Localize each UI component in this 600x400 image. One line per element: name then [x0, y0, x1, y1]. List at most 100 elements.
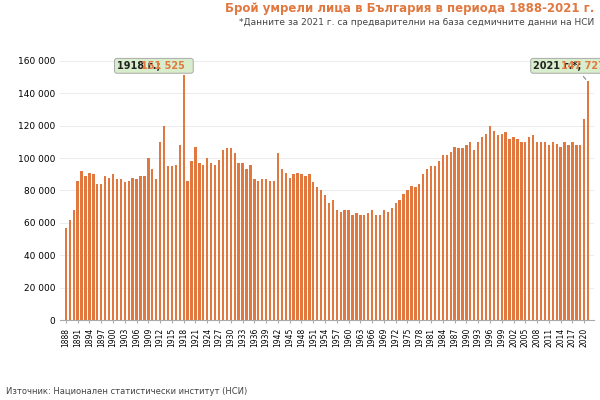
- Bar: [112, 174, 114, 320]
- Bar: [500, 134, 503, 320]
- Bar: [398, 200, 401, 320]
- Bar: [167, 166, 169, 320]
- Bar: [245, 170, 248, 320]
- Bar: [446, 155, 448, 320]
- Bar: [571, 142, 574, 320]
- Text: 151 525: 151 525: [141, 61, 185, 71]
- Bar: [461, 148, 464, 320]
- Bar: [96, 184, 98, 320]
- Bar: [422, 174, 424, 320]
- Bar: [536, 142, 538, 320]
- Bar: [65, 228, 67, 320]
- Text: *Данните за 2021 г. са предварителни на база седмичните данни на НСИ: *Данните за 2021 г. са предварителни на …: [239, 18, 594, 27]
- Bar: [296, 173, 299, 320]
- Bar: [454, 147, 456, 320]
- Bar: [512, 137, 515, 320]
- Bar: [301, 174, 302, 320]
- Bar: [406, 190, 409, 320]
- Bar: [497, 136, 499, 320]
- Bar: [359, 215, 362, 320]
- Bar: [328, 204, 330, 320]
- Bar: [457, 148, 460, 320]
- Bar: [76, 181, 79, 320]
- Bar: [563, 142, 566, 320]
- Bar: [508, 139, 511, 320]
- Bar: [73, 210, 75, 320]
- Bar: [143, 176, 146, 320]
- Bar: [214, 164, 216, 320]
- Bar: [128, 181, 130, 320]
- Bar: [375, 215, 377, 320]
- Bar: [257, 181, 259, 320]
- Bar: [265, 179, 268, 320]
- Bar: [241, 163, 244, 320]
- Bar: [316, 187, 319, 320]
- Bar: [190, 161, 193, 320]
- Bar: [438, 161, 440, 320]
- Bar: [391, 208, 393, 320]
- Bar: [139, 176, 142, 320]
- Bar: [477, 142, 479, 320]
- Bar: [418, 184, 421, 320]
- Bar: [583, 119, 586, 320]
- Bar: [469, 142, 472, 320]
- Bar: [194, 147, 197, 320]
- Bar: [206, 158, 208, 320]
- Bar: [485, 134, 487, 320]
- Bar: [155, 179, 157, 320]
- Bar: [505, 132, 507, 320]
- Bar: [249, 164, 251, 320]
- Bar: [198, 163, 200, 320]
- Bar: [465, 145, 467, 320]
- Bar: [289, 178, 291, 320]
- Bar: [442, 155, 444, 320]
- Bar: [516, 139, 518, 320]
- Bar: [131, 178, 134, 320]
- Bar: [347, 210, 350, 320]
- Bar: [269, 181, 271, 320]
- Bar: [80, 171, 83, 320]
- Text: 2021 г.*;: 2021 г.*;: [533, 61, 600, 71]
- Text: Източник: Национален статистически институт (НСИ): Източник: Национален статистически инсти…: [6, 387, 247, 396]
- Bar: [273, 181, 275, 320]
- Bar: [304, 176, 307, 320]
- Bar: [493, 130, 495, 320]
- Bar: [434, 166, 436, 320]
- Bar: [147, 158, 149, 320]
- Bar: [182, 75, 185, 320]
- Bar: [210, 163, 212, 320]
- Bar: [548, 145, 550, 320]
- Bar: [68, 220, 71, 320]
- Bar: [489, 126, 491, 320]
- Bar: [426, 170, 428, 320]
- Bar: [253, 179, 256, 320]
- Bar: [92, 174, 95, 320]
- Bar: [151, 170, 154, 320]
- Bar: [230, 148, 232, 320]
- Bar: [324, 195, 326, 320]
- Bar: [100, 184, 103, 320]
- Bar: [108, 178, 110, 320]
- Bar: [367, 213, 370, 320]
- Bar: [575, 145, 578, 320]
- Bar: [312, 182, 314, 320]
- Bar: [355, 213, 358, 320]
- Bar: [343, 210, 346, 320]
- Bar: [544, 142, 546, 320]
- Bar: [218, 160, 220, 320]
- Bar: [520, 142, 523, 320]
- Bar: [395, 204, 397, 320]
- Bar: [159, 142, 161, 320]
- Bar: [410, 186, 413, 320]
- Bar: [332, 200, 334, 320]
- Bar: [481, 137, 483, 320]
- Bar: [449, 152, 452, 320]
- Bar: [320, 190, 322, 320]
- Bar: [403, 194, 405, 320]
- Bar: [281, 170, 283, 320]
- Bar: [163, 126, 165, 320]
- Bar: [524, 142, 526, 320]
- Bar: [383, 210, 385, 320]
- Bar: [124, 182, 126, 320]
- Bar: [119, 179, 122, 320]
